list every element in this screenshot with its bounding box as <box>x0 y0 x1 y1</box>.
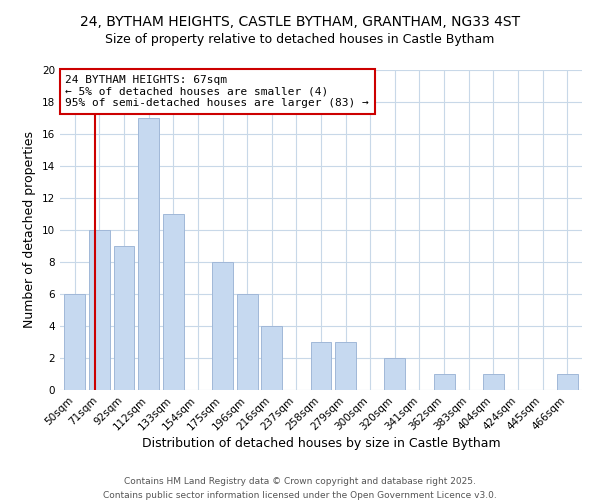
Bar <box>311 342 331 390</box>
X-axis label: Distribution of detached houses by size in Castle Bytham: Distribution of detached houses by size … <box>142 438 500 450</box>
Text: 24 BYTHAM HEIGHTS: 67sqm
← 5% of detached houses are smaller (4)
95% of semi-det: 24 BYTHAM HEIGHTS: 67sqm ← 5% of detache… <box>65 75 369 108</box>
Bar <box>261 326 282 390</box>
Bar <box>335 342 356 390</box>
Y-axis label: Number of detached properties: Number of detached properties <box>23 132 37 328</box>
Bar <box>483 374 504 390</box>
Bar <box>236 294 257 390</box>
Text: 24, BYTHAM HEIGHTS, CASTLE BYTHAM, GRANTHAM, NG33 4ST: 24, BYTHAM HEIGHTS, CASTLE BYTHAM, GRANT… <box>80 15 520 29</box>
Bar <box>89 230 110 390</box>
Text: Contains public sector information licensed under the Open Government Licence v3: Contains public sector information licen… <box>103 491 497 500</box>
Bar <box>64 294 85 390</box>
Bar <box>163 214 184 390</box>
Bar <box>557 374 578 390</box>
Bar <box>385 358 406 390</box>
Bar <box>212 262 233 390</box>
Bar <box>434 374 455 390</box>
Text: Size of property relative to detached houses in Castle Bytham: Size of property relative to detached ho… <box>106 32 494 46</box>
Bar <box>113 246 134 390</box>
Bar <box>138 118 159 390</box>
Text: Contains HM Land Registry data © Crown copyright and database right 2025.: Contains HM Land Registry data © Crown c… <box>124 478 476 486</box>
